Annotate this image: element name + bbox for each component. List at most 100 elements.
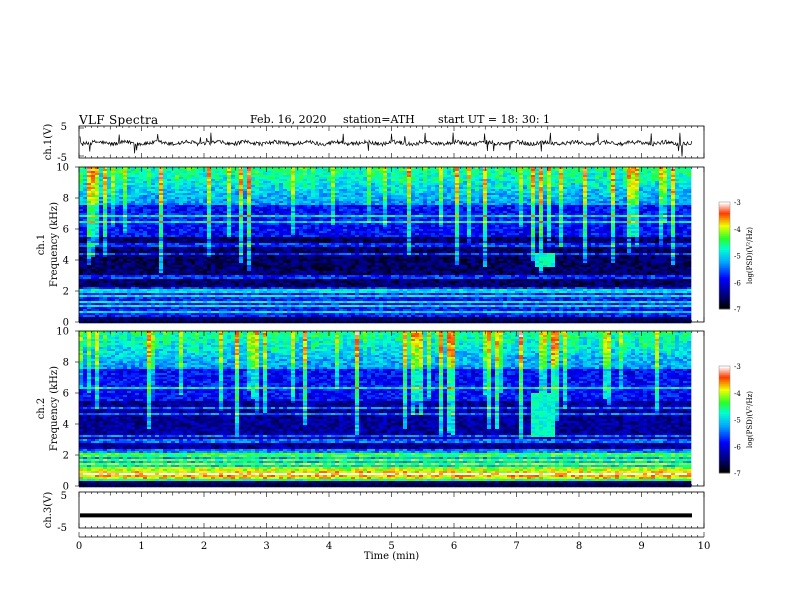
ch1-spectrogram-cell — [363, 207, 368, 210]
ch1-spectrogram-cell — [239, 193, 244, 196]
ch1-spectrogram-cell — [627, 227, 632, 230]
ch1-spectrogram-cell — [311, 199, 316, 202]
ch1-spectrogram-cell — [679, 209, 684, 212]
ch1-spectrogram-cell — [627, 173, 632, 176]
ch1-spectrogram-cell — [487, 197, 492, 200]
ch1-spectrogram-cell — [91, 209, 96, 212]
ch1-spectrogram-cell — [499, 227, 504, 230]
ch1-spectrogram-cell — [527, 193, 532, 196]
ch1-spectrogram-cell — [683, 183, 688, 186]
ch1-spectrogram-cell — [419, 199, 424, 202]
ch1-spectrogram-cell — [591, 179, 596, 182]
ch1-spectrogram-cell — [635, 201, 640, 204]
ch1-spectrogram-cell — [295, 207, 300, 210]
ch1-spectrogram-cell — [535, 173, 540, 176]
ch1-spectrogram-cell — [675, 221, 680, 224]
ch1-spectrogram-cell — [671, 171, 676, 174]
ch1-spectrogram-cell — [671, 215, 676, 218]
ch1-spectrogram-cell — [219, 193, 224, 196]
ch1-spectrogram-cell — [611, 201, 616, 204]
ch1-spectrogram-cell — [299, 225, 304, 228]
ch1-spectrogram-cell — [243, 223, 248, 226]
ch1-spectrogram-cell — [415, 197, 420, 200]
ch1-spectrogram-cell — [271, 197, 276, 200]
ch1-spectrogram-cell — [571, 219, 576, 222]
ch1-spectrogram-cell — [591, 189, 596, 192]
ch1-spectrogram-cell — [127, 181, 132, 184]
ch1-spectrogram-cell — [187, 215, 192, 218]
ch1-spectrogram-cell — [367, 193, 372, 196]
ch1-spectrogram-cell — [319, 193, 324, 196]
ch1-spectrogram-cell — [379, 197, 384, 200]
ch1-spectrogram-cell — [155, 211, 160, 214]
ch1-spectrogram-cell — [611, 221, 616, 224]
ch1-spectrogram-cell — [275, 207, 280, 210]
ch1-spectrogram-cell — [291, 169, 296, 172]
ch1-spectrogram-cell — [227, 195, 232, 198]
ch1-spectrogram-cell — [207, 195, 212, 198]
ch1-spectrogram-cell — [223, 209, 228, 212]
ch1-spectrogram-cell — [319, 223, 324, 226]
ch1-spectrogram-cell — [599, 215, 604, 218]
ch1-spectrogram-cell — [531, 219, 536, 222]
ch1-spectrogram-cell — [383, 181, 388, 184]
ch1-spectrogram-cell — [399, 221, 404, 224]
ch1-spectrogram-cell — [251, 195, 256, 198]
ch1-spectrogram-cell — [319, 207, 324, 210]
ch1-spectrogram-cell — [227, 197, 232, 200]
ch1-spectrogram-cell — [147, 191, 152, 194]
ch1-spectrogram-cell — [471, 217, 476, 220]
ch1-spectrogram-cell — [111, 229, 116, 232]
ch1-spectrogram-cell — [583, 203, 588, 206]
ch1-spectrogram-cell — [331, 207, 336, 210]
ch1-spectrogram-cell — [143, 197, 148, 200]
ch1-spectrogram-cell — [343, 201, 348, 204]
ch1-spectrogram-cell — [599, 177, 604, 180]
ch1-spectrogram-cell — [199, 207, 204, 210]
ch1-spectrogram-cell — [419, 183, 424, 186]
ch1-spectrogram-cell — [379, 227, 384, 230]
ch1-spectrogram-cell — [623, 203, 628, 206]
ch1-spectrogram-cell — [379, 181, 384, 184]
ch1-spectrogram-cell — [607, 183, 612, 186]
ch1-spectrogram-cell — [163, 213, 168, 216]
ch1-spectrogram-cell — [623, 195, 628, 198]
ch1-spectrogram-cell — [351, 219, 356, 222]
ch1-spectrogram-cell — [523, 193, 528, 196]
ch1-spectrogram-cell — [295, 199, 300, 202]
ch1-spectrogram-cell — [111, 175, 116, 178]
ch1-spectrogram-cell — [303, 211, 308, 214]
ch1-spectrogram-cell — [643, 205, 648, 208]
ch1-spectrogram-cell — [351, 199, 356, 202]
ch1-spectrogram-cell — [219, 195, 224, 198]
ch1-spectrogram-cell — [383, 179, 388, 182]
ch1-spectrogram-cell — [379, 225, 384, 228]
ch1-spectrogram-cell — [539, 171, 544, 174]
ch1-spectrogram-cell — [79, 175, 84, 178]
ch1-spectrogram-cell — [675, 181, 680, 184]
ch1-spectrogram-cell — [251, 187, 256, 190]
ch1-spectrogram-cell — [79, 177, 84, 180]
ch1-spectrogram-cell — [655, 211, 660, 214]
ch1-spectrogram-cell — [203, 177, 208, 180]
ch1-spectrogram-cell — [391, 217, 396, 220]
ch1-spectrogram-cell — [363, 175, 368, 178]
ch1-spectrogram-cell — [455, 225, 460, 228]
ch1-spectrogram-cell — [83, 181, 88, 184]
ch1-spectrogram-cell — [651, 225, 656, 228]
ch1-spectrogram-cell — [219, 175, 224, 178]
ch1-spectrogram-cell — [571, 169, 576, 172]
ch1-spectrogram-cell — [427, 209, 432, 212]
ch1-spectrogram-cell — [543, 179, 548, 182]
ch1-spectrogram-cell — [503, 217, 508, 220]
ch1-spectrogram-cell — [151, 197, 156, 200]
ch1-spectrogram-cell — [567, 181, 572, 184]
ch1-spectrogram-cell — [467, 189, 472, 192]
ch1-spectrogram-cell — [123, 203, 128, 206]
ch1-spectrogram-cell — [655, 179, 660, 182]
ch1-spectrogram-cell — [127, 213, 132, 216]
ch1-spectrogram-cell — [479, 225, 484, 228]
ch1-spectrogram-cell — [543, 219, 548, 222]
ch1-spectrogram-cell — [511, 189, 516, 192]
ch1-spectrogram-cell — [391, 215, 396, 218]
